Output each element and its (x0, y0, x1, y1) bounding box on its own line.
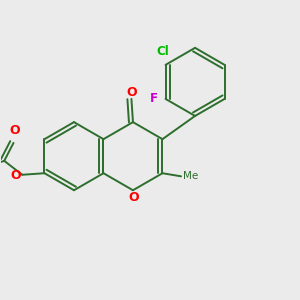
Text: Cl: Cl (156, 45, 169, 58)
Text: F: F (150, 92, 158, 105)
Text: O: O (126, 85, 137, 99)
Text: O: O (9, 124, 20, 137)
Text: Me: Me (183, 171, 198, 181)
Text: O: O (129, 190, 139, 204)
Text: O: O (10, 169, 21, 182)
